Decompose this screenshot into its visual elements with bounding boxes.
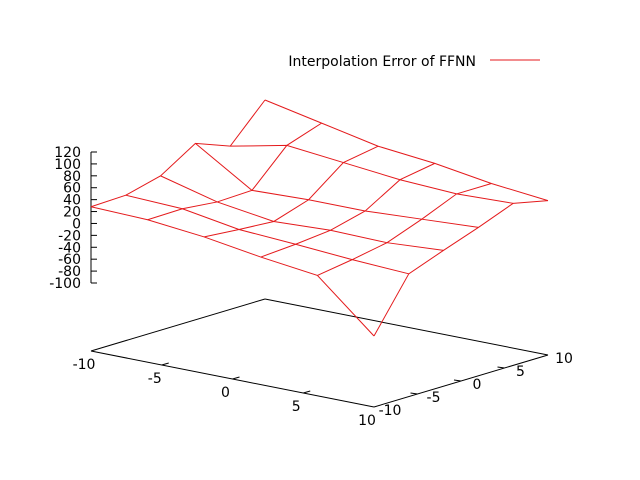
base-back-edge bbox=[90, 298, 266, 352]
legend-label: Interpolation Error of FFNN bbox=[288, 54, 476, 70]
y-axis: -10 -5 0 5 10 bbox=[379, 351, 573, 419]
surface-column-line bbox=[317, 183, 492, 276]
z-tick-label: 80 bbox=[63, 169, 81, 185]
x-tick bbox=[161, 362, 169, 366]
z-tick-label: 40 bbox=[63, 193, 81, 209]
z-tick-label: 0 bbox=[72, 216, 81, 232]
y-tick bbox=[497, 366, 505, 369]
y-tick-label: 5 bbox=[516, 364, 525, 380]
y-tick-label: -10 bbox=[379, 403, 402, 419]
z-tick-label: -100 bbox=[49, 276, 81, 292]
surface-column-line bbox=[260, 162, 436, 258]
surface-row-line bbox=[125, 194, 409, 275]
legend: Interpolation Error of FFNN bbox=[288, 54, 540, 70]
z-tick-label: 100 bbox=[54, 157, 81, 173]
z-tick-label: -60 bbox=[58, 252, 81, 268]
x-axis: -10 -5 0 5 10 bbox=[73, 357, 376, 429]
z-tick-label: -40 bbox=[58, 240, 81, 256]
z-tick-label: 120 bbox=[54, 145, 81, 161]
x-tick-label: -5 bbox=[148, 371, 162, 387]
surface-row-line bbox=[160, 175, 444, 251]
z-tick-label: -80 bbox=[58, 264, 81, 280]
surface-row-line bbox=[230, 144, 514, 204]
surface-column-line bbox=[373, 200, 549, 337]
x-tick-label: 0 bbox=[221, 385, 230, 401]
x-tick-label: 10 bbox=[358, 413, 376, 429]
surface-row-line bbox=[264, 99, 549, 202]
z-tick-label: 20 bbox=[63, 205, 81, 221]
z-tick-label: -20 bbox=[58, 228, 81, 244]
base-far-edge bbox=[264, 298, 549, 356]
y-tick bbox=[453, 379, 462, 382]
surface-row-line bbox=[90, 206, 375, 337]
surface-column-line bbox=[204, 145, 379, 238]
surface-column-line bbox=[90, 99, 266, 208]
y-tick-label: 0 bbox=[473, 377, 482, 393]
y-tick-label: -5 bbox=[427, 390, 441, 406]
surface-mesh bbox=[90, 99, 549, 337]
x-tick-label: 5 bbox=[292, 399, 301, 415]
z-tick-label: 60 bbox=[63, 181, 81, 197]
x-tick-label: -10 bbox=[73, 357, 96, 373]
surface-row-line bbox=[195, 143, 479, 228]
x-tick bbox=[232, 376, 240, 380]
y-tick bbox=[410, 392, 418, 395]
surface-column-line bbox=[147, 122, 322, 221]
x-tick bbox=[303, 390, 311, 394]
y-tick-label: 10 bbox=[555, 351, 573, 367]
